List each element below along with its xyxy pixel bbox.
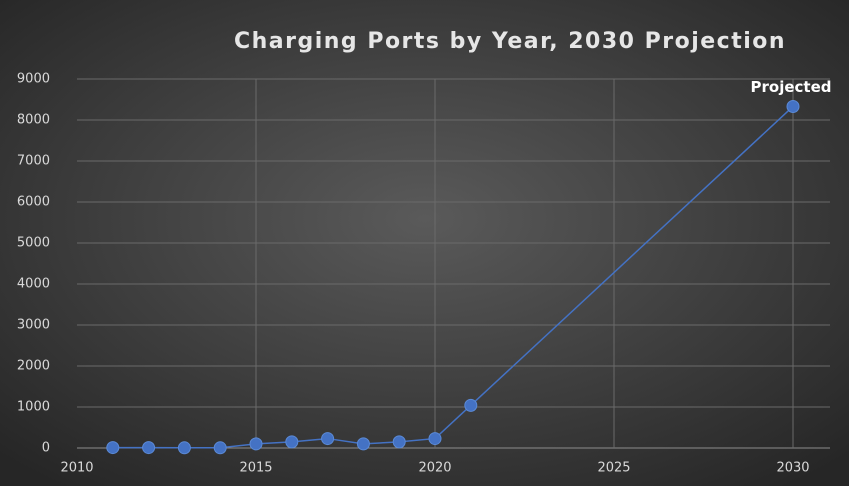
marker: [392, 435, 406, 449]
chart-title: Charging Ports by Year, 2030 Projection: [234, 29, 786, 54]
marker: [786, 99, 800, 113]
x-tick-label: 2010: [60, 461, 93, 476]
annotation: Projected: [751, 78, 832, 96]
marker: [285, 435, 299, 449]
marker: [464, 398, 478, 412]
y-tick-label: 6000: [17, 195, 50, 210]
marker: [213, 441, 227, 455]
y-tick-label: 1000: [17, 400, 50, 415]
x-tick-label: 2020: [418, 461, 451, 476]
y-tick-label: 8000: [17, 113, 50, 128]
x-tick-label: 2025: [597, 461, 630, 476]
marker: [321, 432, 335, 446]
marker: [356, 437, 370, 451]
y-tick-label: 4000: [17, 277, 50, 292]
marker: [249, 437, 263, 451]
y-tick-label: 9000: [17, 72, 50, 87]
y-tick-label: 5000: [17, 236, 50, 251]
marker: [106, 441, 120, 455]
x-tick-label: 2030: [776, 461, 809, 476]
y-tick-label: 3000: [17, 318, 50, 333]
y-tick-label: 7000: [17, 154, 50, 169]
marker: [177, 441, 191, 455]
y-tick-label: 2000: [17, 359, 50, 374]
marker: [142, 441, 156, 455]
marker: [428, 432, 442, 446]
y-tick-label: 0: [42, 441, 50, 456]
x-tick-label: 2015: [239, 461, 272, 476]
